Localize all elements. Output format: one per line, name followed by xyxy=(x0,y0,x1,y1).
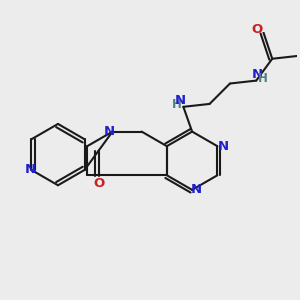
Text: O: O xyxy=(252,23,263,36)
Text: N: N xyxy=(104,125,115,138)
Text: N: N xyxy=(175,94,186,107)
Text: N: N xyxy=(191,183,202,196)
Text: H: H xyxy=(258,72,268,85)
Text: N: N xyxy=(24,164,35,176)
Text: H: H xyxy=(172,98,182,111)
Text: N: N xyxy=(217,140,228,153)
Text: O: O xyxy=(93,177,104,190)
Text: N: N xyxy=(252,68,263,81)
